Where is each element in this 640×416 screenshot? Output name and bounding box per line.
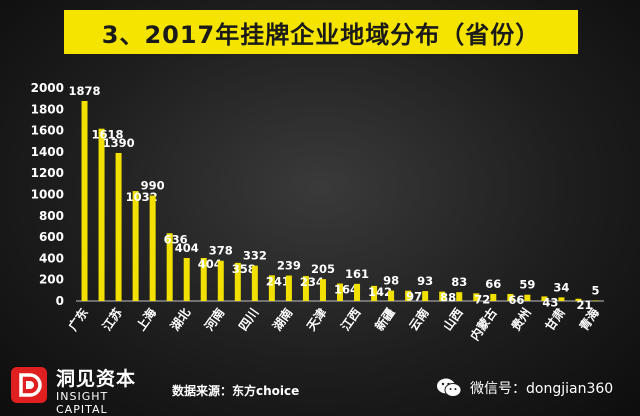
- category-label: 内蒙古: [467, 305, 500, 343]
- data-label: 72: [474, 292, 490, 306]
- logo-d-icon: [11, 367, 47, 403]
- bar: [319, 279, 326, 301]
- bar: [149, 195, 156, 301]
- data-label: 5: [591, 283, 599, 297]
- data-label: 1878: [69, 84, 101, 98]
- wechat-text: 微信号：dongjian360: [470, 381, 614, 397]
- data-label: 164: [334, 283, 358, 297]
- data-label: 332: [243, 249, 267, 263]
- data-label: 990: [141, 179, 165, 193]
- bar: [507, 293, 514, 301]
- bar: [473, 293, 480, 301]
- data-label: 1618: [92, 128, 124, 142]
- category-label: 湖北: [167, 305, 193, 333]
- bar: [217, 260, 224, 301]
- data-label: 378: [209, 244, 233, 258]
- data-label: 34: [553, 280, 569, 294]
- bar: [132, 191, 139, 301]
- data-label: 66: [508, 293, 524, 307]
- category-label: 新疆: [371, 305, 397, 333]
- y-tick-label: 1000: [31, 188, 64, 202]
- bar: [166, 233, 173, 301]
- bar: [371, 285, 378, 301]
- wechat-icon: [437, 378, 462, 397]
- bar: [456, 292, 463, 301]
- y-tick-label: 600: [39, 230, 64, 244]
- y-tick-label: 1800: [31, 102, 64, 116]
- data-label: 234: [300, 275, 324, 289]
- category-label: 天津: [303, 305, 329, 333]
- bar: [388, 290, 395, 301]
- bar: [251, 265, 258, 301]
- data-label: 83: [451, 275, 467, 289]
- wechat-id: 微信号：dongjian360: [436, 376, 613, 400]
- y-tick-label: 200: [39, 273, 64, 287]
- logo-name-cn: 洞见资本: [56, 368, 137, 390]
- bar: [81, 100, 88, 301]
- bar: [337, 283, 343, 301]
- bar: [115, 152, 122, 301]
- y-tick-label: 400: [39, 251, 64, 265]
- y-tick-label: 1200: [31, 166, 64, 180]
- title-bar: 3、2017年挂牌企业地域分布（省份）: [64, 10, 578, 54]
- bar: [558, 297, 565, 301]
- brand-logo: 洞见资本 INSIGHT CAPITAL: [10, 362, 160, 416]
- bar: [524, 294, 531, 301]
- bar: [439, 291, 446, 301]
- data-label: 88: [440, 291, 456, 305]
- category-label: 广东: [65, 305, 91, 333]
- data-label: 43: [542, 295, 558, 309]
- bar: [575, 298, 582, 301]
- bar: [541, 296, 548, 301]
- category-label: 湖南: [269, 305, 295, 333]
- category-label: 云南: [406, 305, 432, 333]
- bar: [285, 275, 292, 301]
- category-label: 四川: [236, 306, 261, 334]
- bar: [98, 128, 105, 301]
- data-label: 1032: [126, 190, 158, 204]
- data-label: 93: [417, 274, 433, 288]
- data-source: 数据来源：东方choice: [172, 384, 300, 398]
- bar: [405, 290, 412, 301]
- data-label: 97: [406, 290, 422, 304]
- data-label: 205: [311, 262, 335, 276]
- bar: [354, 283, 361, 301]
- data-label: 636: [164, 232, 188, 246]
- bar: [183, 257, 190, 301]
- chart-title: 3、2017年挂牌企业地域分布（省份）: [101, 20, 541, 49]
- data-label: 241: [266, 274, 290, 288]
- logo-name-en: INSIGHT CAPITAL: [56, 390, 109, 416]
- data-label: 66: [485, 277, 501, 291]
- category-label: 江西: [337, 305, 363, 333]
- data-label: 404: [175, 241, 199, 255]
- y-tick-label: 800: [39, 209, 64, 223]
- data-label: 239: [277, 259, 301, 273]
- y-tick-label: 0: [56, 294, 64, 308]
- bar: [592, 300, 599, 301]
- data-label: 59: [519, 278, 535, 292]
- category-label: 河南: [201, 305, 228, 334]
- data-label: 98: [383, 274, 399, 288]
- bar: [200, 257, 207, 301]
- data-label: 358: [232, 262, 256, 276]
- category-label: 山西: [440, 305, 466, 333]
- bar: [268, 275, 275, 301]
- data-label: 161: [345, 267, 369, 281]
- y-tick-label: 2000: [31, 81, 64, 95]
- data-label: 1390: [103, 136, 135, 150]
- data-label: 404: [198, 257, 222, 271]
- category-label: 上海: [133, 305, 159, 333]
- data-label: 142: [368, 285, 392, 299]
- bar: [490, 293, 497, 301]
- category-label: 贵州: [508, 305, 534, 333]
- bar: [302, 276, 309, 301]
- bar: [234, 262, 241, 301]
- y-tick-label: 1600: [31, 124, 64, 138]
- y-tick-label: 1400: [31, 145, 64, 159]
- bar: [422, 291, 429, 301]
- data-label: 21: [576, 298, 592, 312]
- category-label: 江苏: [99, 305, 125, 333]
